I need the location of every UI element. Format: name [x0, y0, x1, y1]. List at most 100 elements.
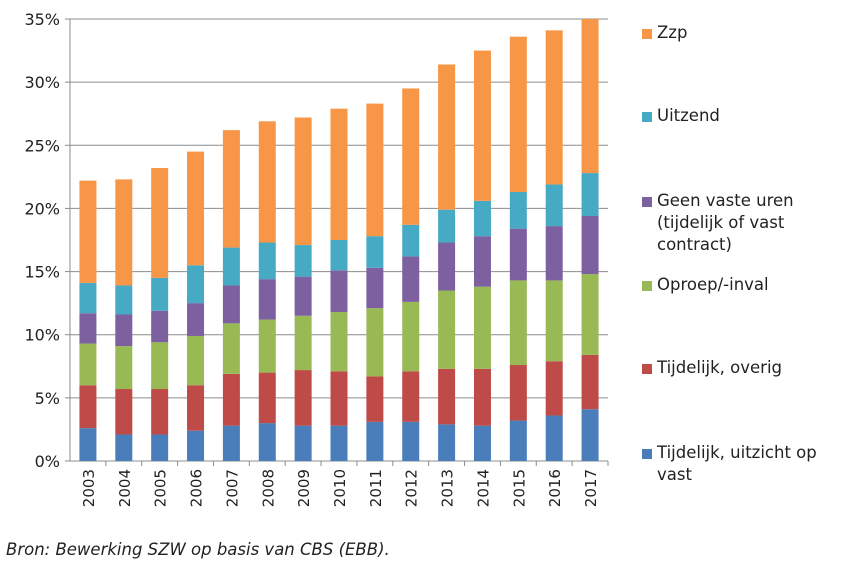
- bar-segment: [581, 173, 599, 217]
- legend-item-uitzend: Uitzend: [642, 105, 720, 127]
- bar-segment: [222, 247, 240, 286]
- bar-segment: [330, 371, 348, 426]
- y-tick-label: 15%: [24, 263, 60, 282]
- bar-segment: [545, 226, 563, 281]
- bar-segment: [258, 121, 276, 243]
- bar-segment: [402, 301, 420, 372]
- bar-segment: [115, 434, 133, 461]
- bar-segment: [366, 267, 384, 309]
- bar-segment: [509, 420, 527, 461]
- y-tick-label: 25%: [24, 136, 60, 155]
- bar-segment: [222, 130, 240, 248]
- bars: [79, 19, 599, 461]
- bar-segment: [258, 319, 276, 373]
- y-tick-label: 35%: [24, 10, 60, 29]
- legend-item-oproep-inval: Oproep/-inval: [642, 274, 769, 296]
- bar-segment: [151, 310, 169, 343]
- x-tick-label: 2006: [188, 469, 206, 507]
- bar-segment: [115, 346, 133, 390]
- bar-segment: [115, 285, 133, 315]
- x-tick-label: 2003: [80, 469, 98, 507]
- bar-segment: [151, 277, 169, 311]
- bar-segment: [545, 184, 563, 227]
- bar-segment: [187, 335, 205, 386]
- source-caption: Bron: Bewerking SZW op basis van CBS (EB…: [6, 540, 390, 559]
- y-tick-label: 5%: [35, 389, 60, 408]
- bar-segment: [330, 425, 348, 461]
- legend-label-uitzend: Uitzend: [657, 106, 720, 125]
- bar-segment: [473, 200, 491, 237]
- bar-segment: [258, 242, 276, 280]
- bar-segment: [473, 236, 491, 287]
- legend-item-geen-vaste-uren: Geen vaste uren (tijdelijk of vast contr…: [642, 190, 794, 256]
- bar-segment: [330, 270, 348, 312]
- y-axis-ticks: 0% 5% 10% 15% 20% 25% 30% 35%: [24, 10, 60, 471]
- bar-segment: [366, 308, 384, 377]
- bar-segment: [330, 108, 348, 240]
- bar-segment: [294, 245, 312, 277]
- legend-swatch-oproep-inval: [642, 281, 652, 291]
- legend-item-zzp: Zzp: [642, 22, 687, 44]
- bar-segment: [187, 265, 205, 304]
- bar-segment: [151, 168, 169, 278]
- bar-segment: [115, 314, 133, 347]
- bar-segment: [294, 425, 312, 461]
- bar-segment: [545, 361, 563, 416]
- bar-segment: [509, 36, 527, 193]
- bar-segment: [473, 50, 491, 201]
- y-tick-label: 10%: [24, 326, 60, 345]
- x-tick-label: 2008: [259, 469, 277, 507]
- bar-segment: [258, 372, 276, 424]
- bar-segment: [402, 88, 420, 225]
- bar-segment: [545, 30, 563, 185]
- y-tick-label: 30%: [24, 73, 60, 92]
- legend-swatch-zzp: [642, 29, 652, 39]
- x-tick-label: 2004: [116, 469, 134, 507]
- bar-segment: [294, 117, 312, 246]
- bar-segment: [222, 323, 240, 374]
- legend-label-zzp: Zzp: [657, 23, 688, 42]
- x-tick-label: 2016: [546, 469, 564, 507]
- bar-segment: [366, 421, 384, 461]
- bar-segment: [330, 240, 348, 271]
- bar-segment: [222, 425, 240, 461]
- bar-segment: [545, 280, 563, 362]
- x-tick-label: 2011: [367, 469, 385, 507]
- y-tick-label: 0%: [35, 452, 60, 471]
- x-tick-label: 2014: [474, 469, 492, 507]
- x-tick-label: 2010: [331, 469, 349, 507]
- bar-segment: [509, 365, 527, 421]
- bar-segment: [79, 180, 97, 283]
- legend-swatch-uitzend: [642, 112, 652, 122]
- x-tick-label: 2015: [510, 469, 528, 507]
- x-tick-label: 2013: [439, 469, 457, 507]
- bar-segment: [294, 315, 312, 371]
- legend-swatch-tijdelijk-uitzicht: [642, 449, 652, 459]
- bar-segment: [438, 424, 456, 461]
- bar-segment: [115, 179, 133, 286]
- bar-segment: [115, 389, 133, 435]
- bar-segment: [402, 371, 420, 422]
- bar-segment: [438, 290, 456, 369]
- legend-label-oproep-inval: Oproep/-inval: [657, 275, 769, 294]
- bar-segment: [330, 311, 348, 372]
- bar-segment: [79, 343, 97, 386]
- bar-segment: [79, 282, 97, 314]
- bar-segment: [402, 224, 420, 257]
- legend-swatch-geen-vaste-uren: [642, 197, 652, 207]
- legend-label-tijdelijk-uitzicht: Tijdelijk, uitzicht op vast: [657, 443, 817, 484]
- bar-segment: [187, 303, 205, 336]
- x-tick-label: 2017: [582, 469, 600, 507]
- bar-segment: [402, 256, 420, 302]
- bar-segment: [545, 415, 563, 461]
- legend-label-geen-vaste-uren: Geen vaste uren (tijdelijk of vast contr…: [657, 191, 794, 254]
- bar-segment: [438, 368, 456, 425]
- x-tick-label: 2009: [295, 469, 313, 507]
- bar-segment: [473, 286, 491, 369]
- bar-segment: [151, 389, 169, 435]
- bar-segment: [187, 151, 205, 266]
- bar-segment: [294, 370, 312, 426]
- bar-segment: [366, 236, 384, 268]
- bar-segment: [581, 274, 599, 355]
- bar-segment: [473, 368, 491, 426]
